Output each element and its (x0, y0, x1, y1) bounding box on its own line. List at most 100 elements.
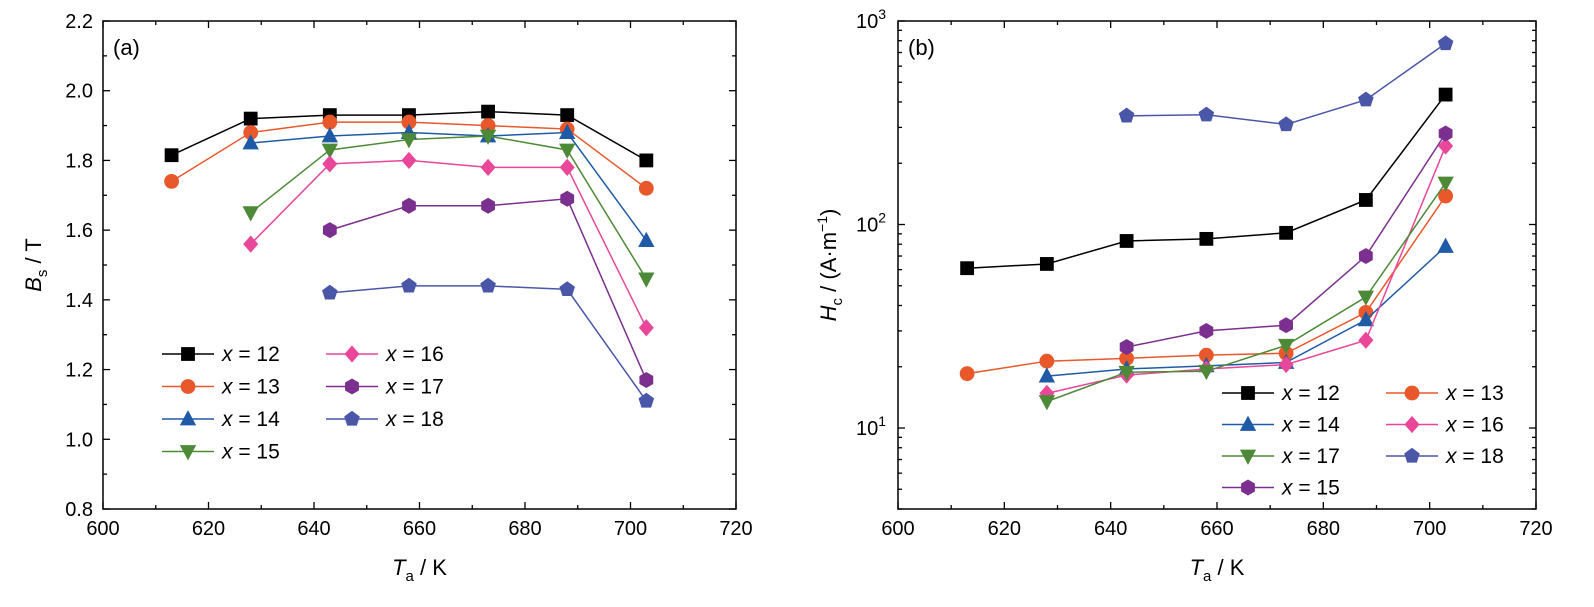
legend-label: x = 14 (1281, 414, 1340, 437)
legend-label: x = 18 (385, 408, 444, 431)
data-point (1120, 234, 1133, 247)
series-x13 (960, 189, 1453, 381)
legend-marker (1242, 387, 1255, 400)
x-tick-label: 660 (403, 518, 436, 540)
chart-panel-a: 600 620 640 660 680 700 720 0.8 1.0 1.2 1.4 1.6 1.8 2… (21, 11, 753, 585)
plot-frame (103, 21, 736, 509)
series-x17 (1039, 177, 1453, 410)
data-point (482, 105, 495, 118)
series-line (251, 133, 647, 241)
data-point (1199, 107, 1214, 121)
data-point (1438, 177, 1453, 191)
data-point (1438, 238, 1453, 252)
data-point (639, 393, 654, 407)
legend-label: x = 16 (385, 343, 444, 366)
series-x15 (243, 130, 654, 287)
data-point (1199, 365, 1214, 379)
data-point (1358, 291, 1373, 305)
legend-marker (345, 411, 360, 425)
data-point (323, 285, 338, 299)
x-axis-title: Ta / K (392, 555, 447, 585)
x-tick-label: 700 (614, 518, 647, 540)
legend-label: x = 12 (221, 343, 280, 366)
legend-marker (182, 348, 195, 361)
data-point (482, 198, 495, 213)
legend-marker (1242, 480, 1255, 495)
data-point (1279, 357, 1293, 373)
legend-label: x = 16 (1445, 414, 1504, 437)
y-tick-label: 2.0 (65, 81, 93, 103)
data-point (243, 207, 258, 221)
x-tick-label: 720 (1519, 518, 1552, 540)
series-x16 (1040, 138, 1453, 401)
data-point (1439, 88, 1452, 101)
legend-marker (181, 446, 196, 460)
chart-panel-b: 600 620 640 660 680 700 720 101 102 103 Ta / K Hc /… (814, 6, 1553, 585)
series-line (1127, 44, 1446, 125)
x-tick-label: 620 (988, 518, 1021, 540)
data-point (1200, 323, 1213, 338)
panel-label: (a) (113, 35, 140, 60)
data-point (244, 112, 257, 125)
y-axis-title: Hc / (A·m−1) (814, 209, 846, 322)
y-tick-label: 2.2 (65, 11, 93, 33)
data-point (1359, 193, 1372, 206)
x-tick-label: 680 (1307, 518, 1340, 540)
y-tick-label: 1.4 (65, 290, 93, 312)
data-point (639, 273, 654, 287)
series-line (330, 286, 647, 401)
legend-label: x = 13 (1445, 382, 1504, 405)
data-point (640, 373, 653, 388)
data-point (402, 152, 416, 168)
x-tick-label: 680 (508, 518, 541, 540)
legend-label: x = 15 (221, 441, 280, 464)
data-point (640, 154, 653, 167)
data-point (561, 191, 574, 206)
legend-marker (1241, 417, 1256, 431)
data-point (323, 115, 337, 129)
data-point (481, 159, 495, 175)
data-point (323, 223, 336, 238)
data-point (560, 144, 575, 158)
legend: x = 12 x = 13x = 14 x = 16x = 17 x = 18x = … (1222, 382, 1504, 500)
legend-marker (1405, 448, 1420, 462)
legend-label: x = 12 (1281, 382, 1340, 405)
legend-label: x = 15 (1281, 477, 1340, 500)
x-tick-label: 640 (297, 518, 330, 540)
series-line (1047, 246, 1446, 376)
data-point (1359, 92, 1374, 106)
y-tick-label: 0.8 (65, 499, 93, 521)
data-point (1119, 108, 1134, 122)
x-tick-label: 600 (881, 518, 914, 540)
data-point (1200, 232, 1213, 245)
data-point (561, 109, 574, 122)
data-point (1280, 318, 1293, 333)
y-tick-label: 1.2 (65, 360, 93, 382)
data-point (1120, 340, 1133, 355)
data-point (1280, 226, 1293, 239)
x-tick-label: 720 (719, 518, 752, 540)
data-point (402, 278, 417, 292)
data-point (1039, 395, 1054, 409)
series-x18 (323, 278, 654, 407)
legend-label: x = 13 (221, 376, 280, 399)
data-point (960, 367, 974, 381)
data-point (1359, 332, 1373, 348)
y-axis-title: Bs / T (21, 238, 51, 292)
data-point (481, 278, 496, 292)
data-point (560, 159, 574, 175)
data-point (961, 262, 974, 275)
data-point (1279, 117, 1294, 131)
figure: 600 620 640 660 680 700 7200.81.01.21.41.61.82… (0, 0, 1594, 607)
data-point (165, 174, 179, 188)
y-tick-label: 1.8 (65, 150, 93, 172)
data-point (322, 128, 337, 142)
legend-marker (181, 380, 195, 394)
data-point (165, 149, 178, 162)
legend-label: x = 18 (1445, 445, 1504, 468)
data-point (1040, 257, 1053, 270)
y-tick-label: 103 (856, 6, 886, 33)
legend-marker (1241, 450, 1256, 464)
panel-label: (b) (908, 35, 935, 60)
data-point (639, 320, 653, 336)
